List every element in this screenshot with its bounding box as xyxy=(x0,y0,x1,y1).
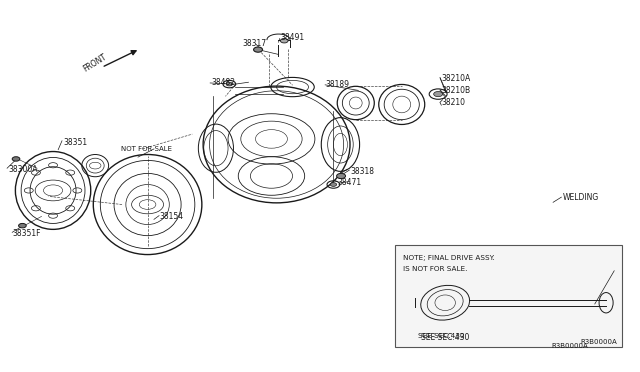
Text: NOTE; FINAL DRIVE ASSY.: NOTE; FINAL DRIVE ASSY. xyxy=(403,254,495,260)
Text: R3B0000A: R3B0000A xyxy=(551,343,588,349)
Text: R3B0000A: R3B0000A xyxy=(580,339,617,344)
Circle shape xyxy=(337,173,346,179)
Text: 38210A: 38210A xyxy=(442,74,470,83)
Circle shape xyxy=(280,38,288,43)
Text: IS NOT FOR SALE.: IS NOT FOR SALE. xyxy=(403,266,467,272)
Bar xyxy=(396,245,622,347)
Text: FRONT: FRONT xyxy=(82,52,109,73)
Text: 38471: 38471 xyxy=(338,178,362,187)
Text: 38300A: 38300A xyxy=(8,165,38,174)
Text: NOT FOR SALE: NOT FOR SALE xyxy=(121,146,172,152)
Text: 38351F: 38351F xyxy=(12,229,41,238)
Circle shape xyxy=(330,183,337,186)
Text: SEE SEC.430: SEE SEC.430 xyxy=(421,333,469,343)
Text: 38210B: 38210B xyxy=(442,86,470,95)
Text: 38189: 38189 xyxy=(325,80,349,89)
Circle shape xyxy=(226,82,232,86)
Circle shape xyxy=(12,157,20,161)
Text: 38351: 38351 xyxy=(63,138,88,147)
Text: 38210: 38210 xyxy=(442,99,465,108)
Text: WELDING: WELDING xyxy=(563,193,599,202)
Text: 38491: 38491 xyxy=(280,33,305,42)
Circle shape xyxy=(434,92,443,97)
Text: 38154: 38154 xyxy=(159,212,183,221)
Text: 38317: 38317 xyxy=(242,39,266,48)
Circle shape xyxy=(19,224,26,228)
Text: 38318: 38318 xyxy=(351,167,374,176)
Text: SEE SEC.430: SEE SEC.430 xyxy=(418,333,464,339)
Circle shape xyxy=(253,47,262,52)
Text: 38482: 38482 xyxy=(211,78,236,87)
